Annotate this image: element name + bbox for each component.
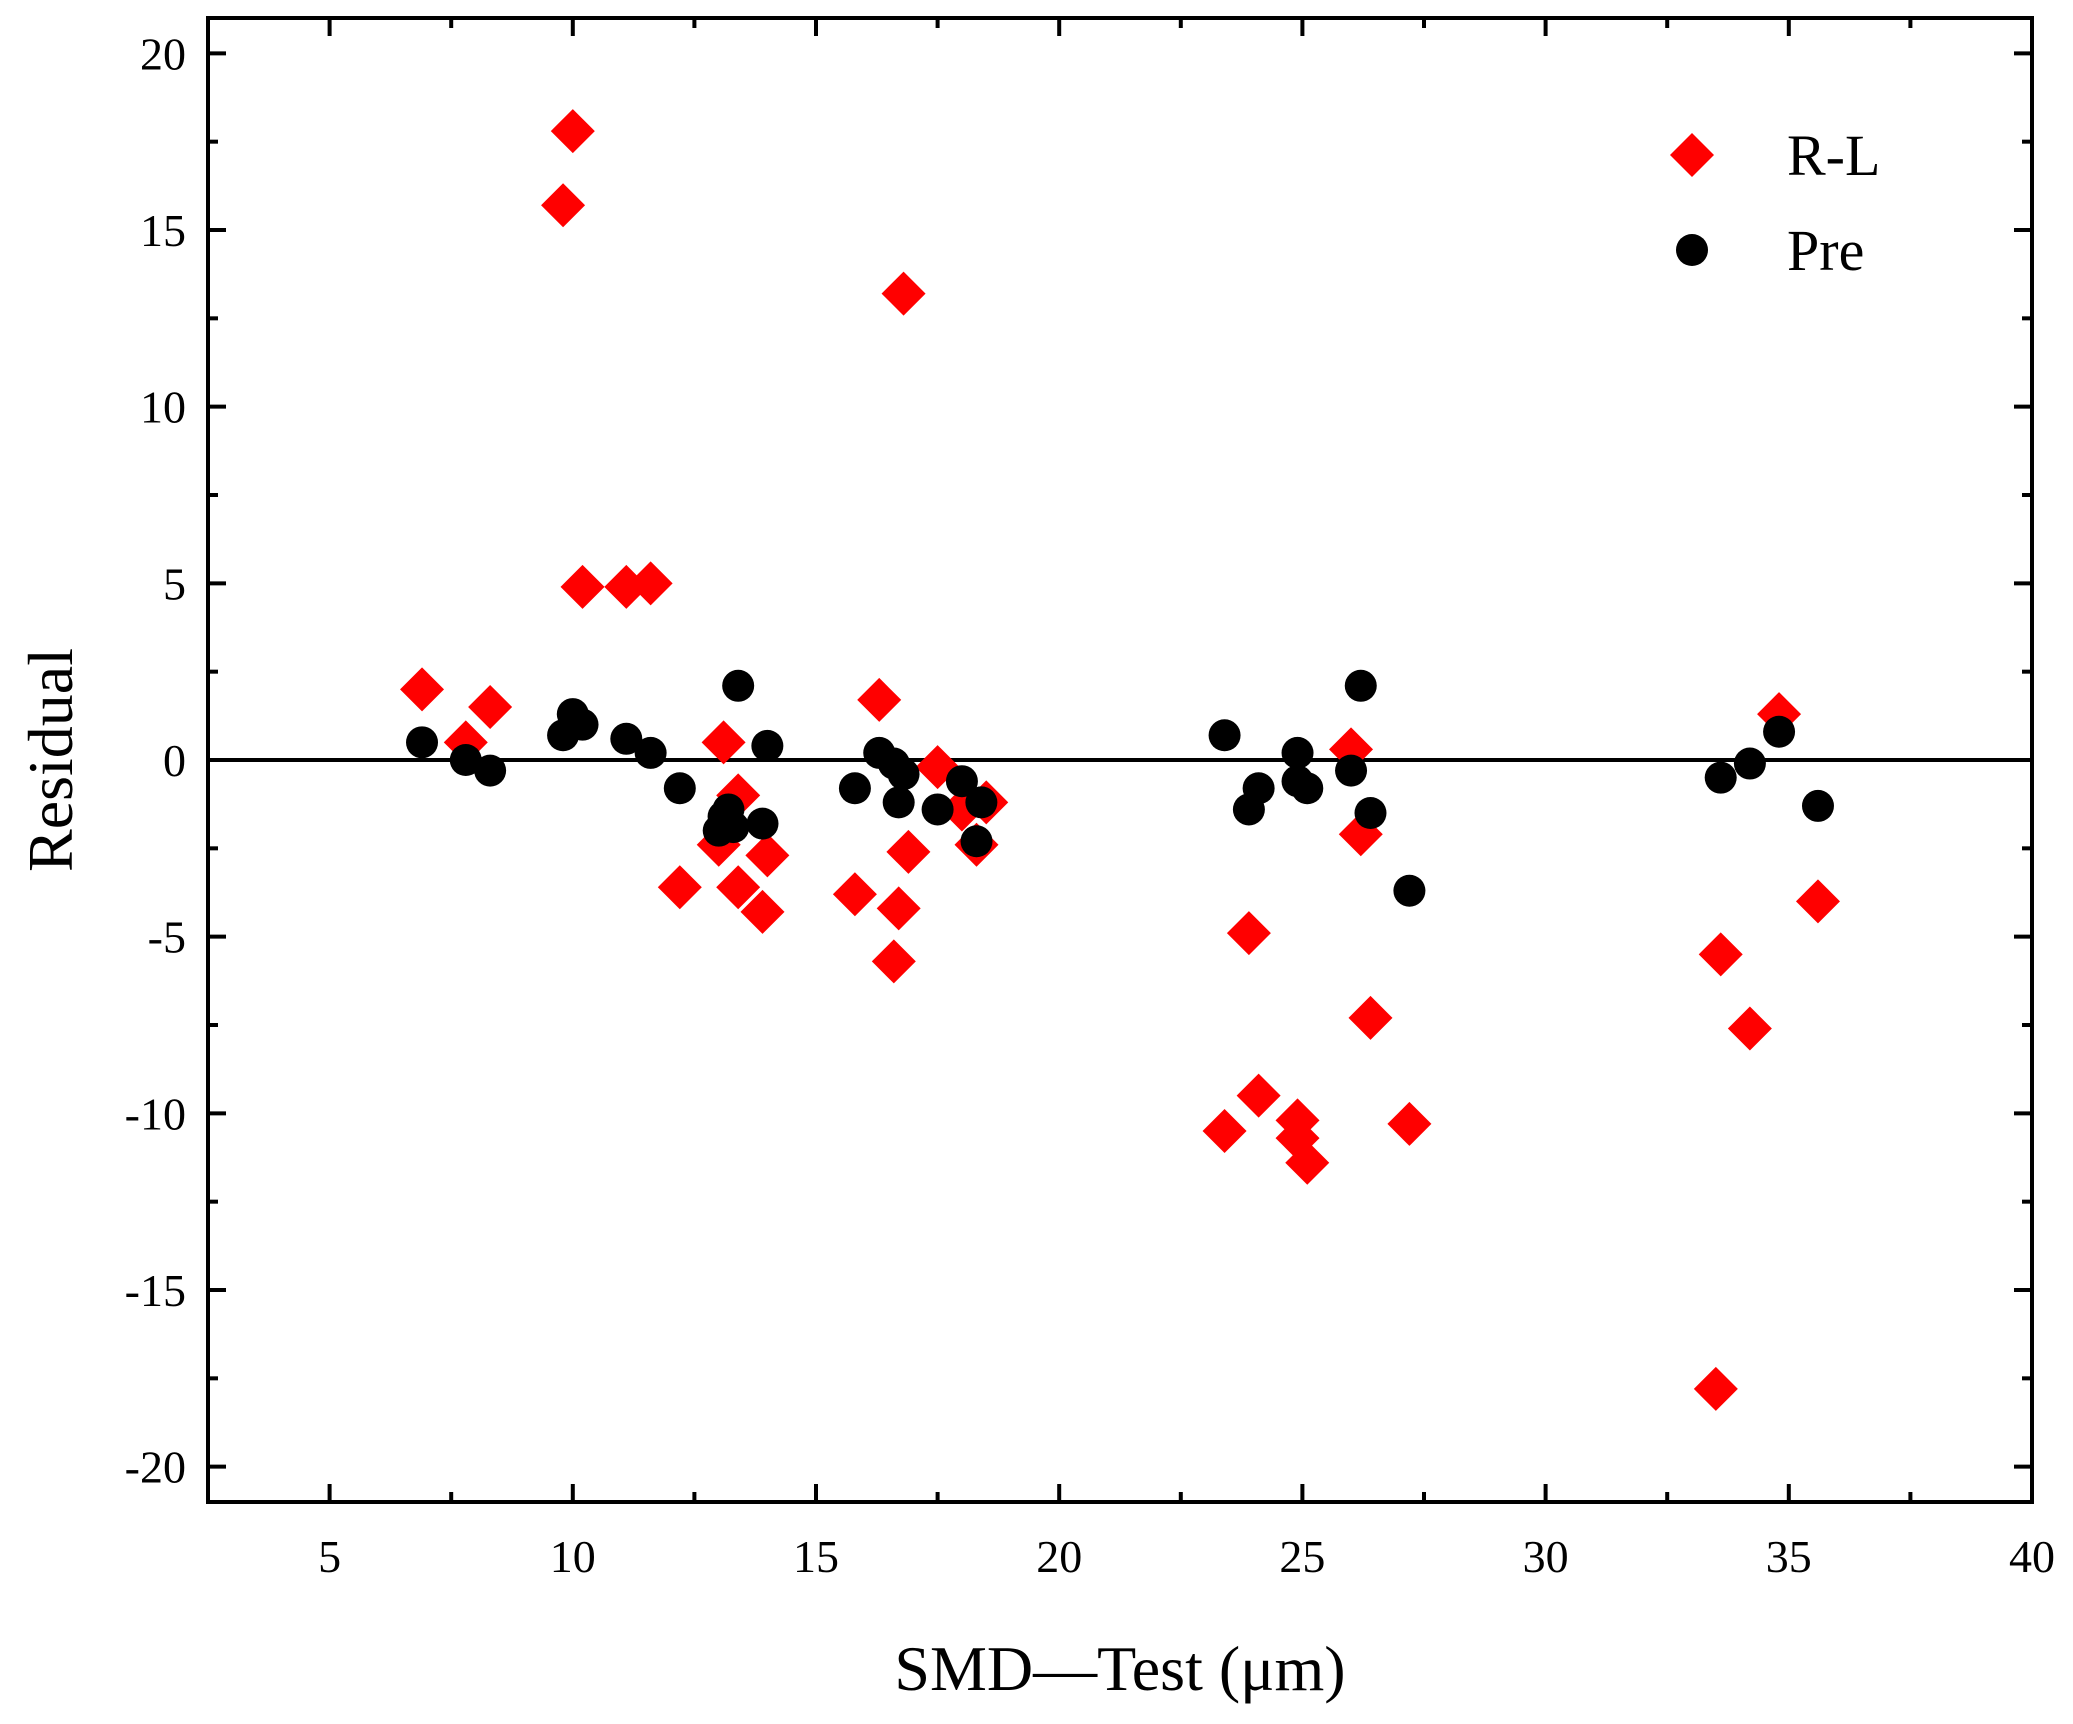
rl-point — [832, 872, 877, 917]
rl-point — [745, 833, 790, 878]
pre-point — [960, 825, 993, 858]
pre-point — [746, 807, 779, 840]
pre-point — [838, 772, 871, 805]
legend-item: Pre — [1676, 218, 1864, 283]
rl-point — [886, 829, 931, 874]
pre-point — [921, 793, 954, 826]
y-tick-label: -15 — [125, 1265, 186, 1316]
pre-point — [566, 708, 599, 741]
rl-point — [857, 677, 902, 722]
pre-point — [1704, 761, 1737, 794]
pre-point — [1763, 715, 1796, 748]
rl-point — [1693, 1366, 1738, 1411]
legend: R-L Pre — [1670, 123, 1880, 283]
x-tick-label: 35 — [1766, 1531, 1812, 1582]
rl-point — [1727, 1006, 1772, 1051]
pre-point — [945, 765, 978, 798]
rl-point — [716, 865, 761, 910]
rl-point — [871, 939, 916, 984]
pre-point — [474, 754, 507, 787]
pre-point — [1344, 669, 1377, 702]
rl-point — [876, 886, 921, 931]
plot-frame — [206, 16, 2034, 1504]
pre-point — [1208, 719, 1241, 752]
legend-item: R-L — [1670, 123, 1880, 188]
y-tick-labels: 20 15 10 5 0 -5 -10 -15 -20 — [125, 28, 186, 1492]
y-tick-label: -10 — [125, 1088, 186, 1139]
y-tick-label: 10 — [140, 382, 186, 433]
rl-point — [628, 561, 673, 606]
legend-marker — [1676, 234, 1708, 266]
pre-point — [1242, 772, 1275, 805]
x-tick-label: 10 — [550, 1531, 596, 1582]
x-tick-label: 40 — [2009, 1531, 2055, 1582]
legend-label: Pre — [1787, 218, 1864, 283]
rl-point — [468, 685, 513, 729]
rl-point — [550, 109, 595, 154]
y-tick-label: 20 — [140, 28, 186, 79]
pre-point — [1335, 754, 1368, 787]
rl-point — [1236, 1073, 1281, 1118]
data-series — [400, 109, 1840, 1411]
rl-point — [657, 865, 702, 910]
x-tick-label: 25 — [1279, 1531, 1325, 1582]
rl-point — [701, 720, 746, 765]
rl-point — [560, 564, 605, 609]
rl-point — [1202, 1109, 1247, 1153]
series-pre — [406, 669, 1834, 907]
rl-point — [1285, 1140, 1330, 1185]
x-axis-title: SMD—Test (μm) — [894, 1633, 1345, 1704]
y-tick-label: 15 — [140, 205, 186, 256]
legend-marker — [1670, 133, 1714, 177]
y-tick-label: -20 — [125, 1442, 186, 1493]
pre-point — [1281, 736, 1314, 769]
pre-point — [449, 744, 482, 776]
pre-point — [1393, 874, 1426, 907]
x-tick-labels: 5 10 15 20 25 30 35 40 — [318, 1531, 2055, 1582]
rl-point — [1226, 911, 1271, 956]
x-tick-label: 30 — [1523, 1531, 1569, 1582]
pre-point — [882, 786, 915, 819]
x-tick-label: 20 — [1036, 1531, 1082, 1582]
y-tick-label: 0 — [163, 735, 186, 786]
pre-point — [722, 669, 755, 702]
rl-point — [881, 271, 926, 316]
pre-point — [751, 729, 784, 762]
rl-point — [1795, 879, 1840, 924]
pre-point — [1291, 772, 1324, 805]
pre-point — [610, 722, 643, 755]
pre-point — [717, 811, 750, 844]
pre-point — [965, 786, 998, 819]
y-axis-title: Residual — [15, 648, 86, 872]
rl-point — [1387, 1101, 1432, 1146]
pre-point — [634, 736, 667, 769]
x-tick-label: 15 — [793, 1531, 839, 1582]
legend-label: R-L — [1787, 123, 1880, 188]
pre-point — [1354, 797, 1387, 829]
y-tick-label: 5 — [163, 558, 186, 609]
pre-point — [406, 726, 439, 759]
rl-point — [1348, 995, 1393, 1040]
y-tick-label: -5 — [148, 912, 186, 963]
pre-point — [1733, 747, 1766, 780]
pre-point — [1801, 789, 1834, 822]
x-tick-label: 5 — [318, 1531, 341, 1582]
rl-point — [400, 667, 445, 712]
rl-point — [541, 183, 586, 228]
series-r-l — [400, 109, 1840, 1411]
pre-point — [887, 758, 920, 791]
rl-point — [740, 889, 785, 934]
rl-point — [1698, 932, 1743, 977]
pre-point — [663, 772, 696, 805]
